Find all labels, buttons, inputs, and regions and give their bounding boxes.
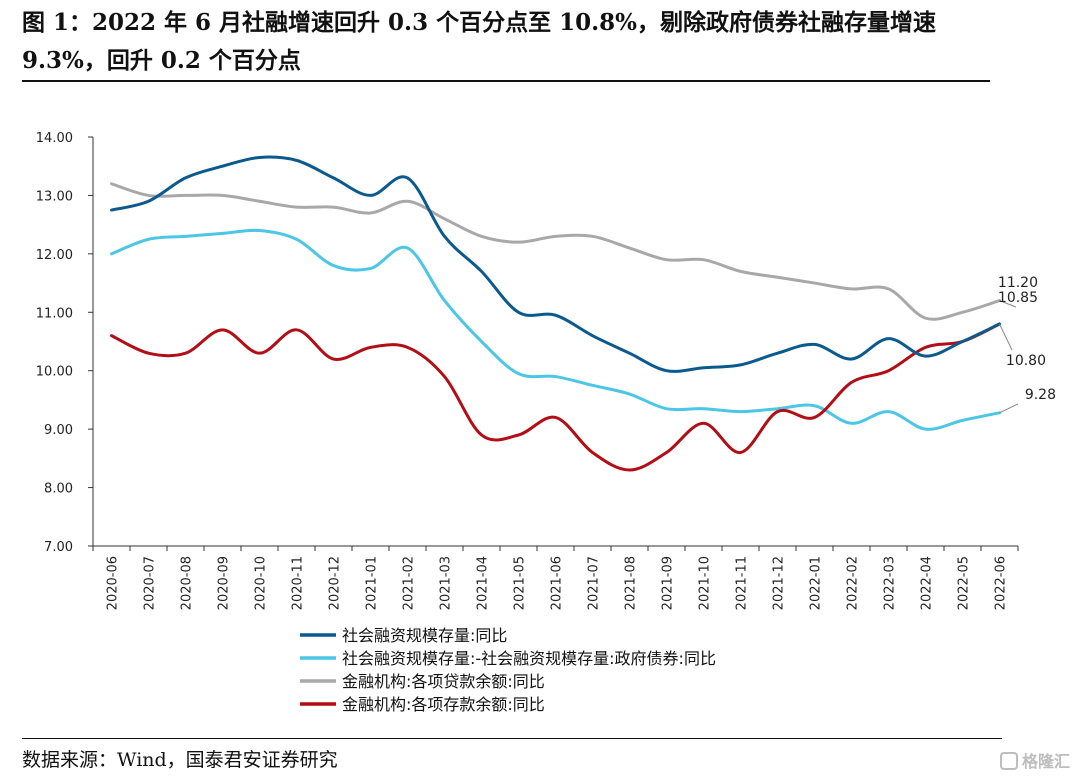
title-rule	[22, 80, 990, 82]
y-tick-label: 11.00	[36, 306, 73, 321]
end-label-leader	[999, 403, 1019, 414]
x-tick-label: 2022-01	[809, 556, 824, 610]
x-tick-label: 2021-09	[661, 556, 676, 610]
end-label: 11.20	[998, 275, 1038, 291]
end-label: 10.85	[998, 290, 1038, 306]
end-label-leader	[999, 323, 1013, 351]
watermark-text: 格隆汇	[1021, 752, 1070, 771]
x-tick-label: 2022-02	[846, 556, 861, 610]
watermark-logo-icon	[999, 752, 1018, 770]
x-tick-label: 2022-03	[883, 556, 898, 610]
y-tick-label: 8.00	[44, 482, 73, 497]
end-label: 10.80	[1006, 353, 1046, 369]
y-tick-label: 9.00	[44, 423, 73, 438]
chart-title: 图 1：2022 年 6 月社融增速回升 0.3 个百分点至 10.8%，剔除政…	[22, 9, 936, 74]
source-note: 数据来源：Wind，国泰君安证券研究	[22, 738, 1002, 772]
x-tick-label: 2021-04	[476, 556, 491, 610]
x-tick-label: 2022-05	[957, 556, 972, 610]
x-tick-label: 2021-03	[439, 556, 454, 610]
x-tick-labels: 2020-06 2020-07 2020-08 2020-09 2020-10 2020-…	[106, 556, 1009, 610]
series-line-1	[110, 228, 1001, 431]
x-tick-label: 2022-04	[920, 556, 935, 610]
x-tick-label: 2021-06	[550, 556, 565, 610]
series-line-0	[110, 155, 1001, 373]
x-tick-label: 2020-08	[180, 556, 195, 610]
chart-axes	[88, 136, 1019, 551]
legend-label-1: 社会融资规模存量:-社会融资规模存量:政府债券:同比	[342, 649, 716, 668]
line-chart: 7.00 8.00 9.00 10.00 11.00 12.00 13.00 14.00 20…	[36, 131, 1056, 714]
y-tick-label: 7.00	[44, 540, 73, 555]
series-lines	[110, 155, 1001, 472]
x-tick-label: 2020-11	[291, 556, 306, 610]
y-tick-label: 14.00	[36, 131, 73, 146]
legend-label-2: 金融机构:各项贷款余额:同比	[342, 672, 545, 691]
end-label-leader	[999, 300, 1017, 308]
x-tick-label: 2021-10	[698, 556, 713, 610]
series-line-2	[110, 182, 1001, 321]
legend-label-3: 金融机构:各项存款余额:同比	[342, 695, 545, 714]
x-tick-label: 2020-09	[217, 556, 232, 610]
x-tick-label: 2021-05	[513, 556, 528, 610]
y-tick-label: 13.00	[36, 189, 73, 204]
y-tick-label: 12.00	[36, 248, 73, 263]
x-tick-label: 2021-01	[365, 556, 380, 610]
x-tick-label: 2021-12	[772, 556, 787, 610]
legend-label-0: 社会融资规模存量:同比	[342, 626, 507, 645]
end-label: 9.28	[1025, 387, 1056, 403]
y-tick-labels: 7.00 8.00 9.00 10.00 11.00 12.00 13.00 14.00	[36, 131, 73, 555]
y-tick-label: 10.00	[36, 365, 73, 380]
x-tick-label: 2021-07	[587, 556, 602, 610]
x-tick-label: 2020-10	[254, 556, 269, 610]
series-line-3	[110, 322, 1001, 472]
x-tick-label: 2020-07	[143, 556, 158, 610]
x-tick-label: 2021-11	[735, 556, 750, 610]
legend: 社会融资规模存量:同比社会融资规模存量:-社会融资规模存量:政府债券:同比金融机…	[300, 626, 716, 714]
watermark: 格隆汇	[999, 748, 1070, 772]
x-tick-label: 2020-06	[106, 556, 121, 610]
x-tick-label: 2020-12	[328, 556, 343, 610]
x-tick-label: 2021-08	[624, 556, 639, 610]
x-tick-label: 2022-06	[994, 556, 1009, 610]
x-tick-label: 2021-02	[402, 556, 417, 610]
